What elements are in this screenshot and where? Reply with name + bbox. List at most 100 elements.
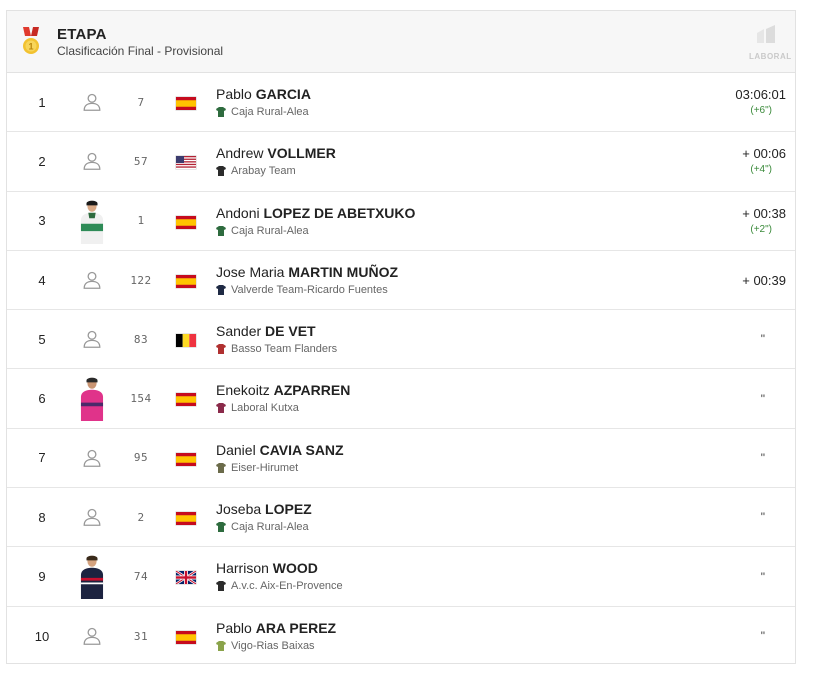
result-row-6[interactable]: 6 154 Enekoitz AZPARREN Laboral Kutxa " xyxy=(7,369,795,429)
team-jersey-icon xyxy=(216,581,226,592)
classification-subtitle: Clasificación Final - Provisional xyxy=(57,44,224,58)
team-jersey-icon xyxy=(216,640,226,651)
time-gap: + 00:06 xyxy=(742,146,786,162)
rider-first-name: Pablo xyxy=(216,619,252,636)
team-label: Vigo-Rias Baixas xyxy=(231,639,315,652)
team-jersey-icon xyxy=(216,403,226,414)
team-name[interactable]: Valverde Team-Ricardo Fuentes xyxy=(216,284,388,296)
result-row-8[interactable]: 8 2 Joseba LOPEZ Caja Rural-Alea " xyxy=(7,488,795,548)
rider-photo xyxy=(77,373,107,423)
result-row-4[interactable]: 4 122 Jose Maria MARTIN MUÑOZ Valverde T… xyxy=(7,251,795,311)
rider-first-name: Enekoitz xyxy=(216,382,270,399)
team-label: Eiser-Hirumet xyxy=(231,461,299,474)
user-placeholder-icon xyxy=(77,492,107,542)
team-name[interactable]: A.v.c. Aix-En-Provence xyxy=(216,580,343,592)
team-label: Caja Rural-Alea xyxy=(231,521,309,534)
rider-name[interactable]: Pablo GARCIA xyxy=(216,86,311,102)
result-row-7[interactable]: 7 95 Daniel CAVIA SANZ Eiser-Hirumet " xyxy=(7,429,795,489)
finish-time: " xyxy=(761,310,765,368)
flag-es-icon xyxy=(176,452,196,466)
team-name[interactable]: Caja Rural-Alea xyxy=(216,225,309,237)
rider-name[interactable]: Enekoitz AZPARREN xyxy=(216,382,350,398)
flag-es-icon xyxy=(176,393,196,407)
rank-position: 2 xyxy=(38,153,46,169)
bib-number: 154 xyxy=(130,392,152,406)
time-bonus: (+4") xyxy=(750,164,772,176)
rider-photo xyxy=(77,551,107,601)
rank-position: 8 xyxy=(38,509,46,525)
bib-number: 95 xyxy=(133,451,149,465)
bib-number: 57 xyxy=(133,154,149,168)
rider-first-name: Andoni xyxy=(216,204,260,221)
time-gap: 03:06:01 xyxy=(735,87,786,102)
rider-last-name: ARA PEREZ xyxy=(255,619,337,636)
result-row-9[interactable]: 9 74 Harrison WOOD A.v.c. Aix-En-Provenc… xyxy=(7,547,795,607)
finish-time: " xyxy=(761,488,765,546)
rider-name[interactable]: Sander DE VET xyxy=(216,323,316,339)
rider-first-name: Sander xyxy=(216,323,262,340)
rider-last-name: LOPEZ DE ABETXUKO xyxy=(263,204,416,221)
rank-position: 6 xyxy=(38,391,46,407)
sponsor-logo-icon xyxy=(757,25,775,43)
team-label: Arabay Team xyxy=(231,165,296,178)
team-label: Basso Team Flanders xyxy=(231,343,338,356)
rider-first-name: Joseba xyxy=(216,501,262,518)
finish-time: " xyxy=(761,607,765,666)
team-name[interactable]: Vigo-Rias Baixas xyxy=(216,640,315,652)
result-row-10[interactable]: 10 31 Pablo ARA PEREZ Vigo-Rias Baixas " xyxy=(7,607,795,666)
rider-last-name: WOOD xyxy=(272,560,318,577)
team-name[interactable]: Arabay Team xyxy=(216,165,296,177)
bib-number: 74 xyxy=(133,570,149,584)
user-placeholder-icon xyxy=(77,136,107,186)
flag-be-icon xyxy=(176,334,196,348)
user-placeholder-icon xyxy=(77,77,107,127)
flag-es-icon xyxy=(176,97,196,110)
user-placeholder-icon xyxy=(77,433,107,483)
bib-number: 7 xyxy=(137,95,145,109)
stage-header: 1 ETAPA Clasificación Final - Provisiona… xyxy=(7,11,795,73)
flag-us-icon xyxy=(176,156,196,170)
bib-number: 122 xyxy=(130,273,152,287)
team-label: Caja Rural-Alea xyxy=(231,224,309,237)
user-placeholder-icon xyxy=(77,611,107,661)
team-name[interactable]: Caja Rural-Alea xyxy=(216,106,309,118)
rider-name[interactable]: Andrew VOLLMER xyxy=(216,145,336,161)
flag-es-icon xyxy=(176,512,196,526)
rank-position: 3 xyxy=(38,213,46,229)
rank-position: 9 xyxy=(38,569,46,585)
result-row-3[interactable]: 3 1 Andoni LOPEZ DE ABETXUKO Caja Rural-… xyxy=(7,192,795,251)
team-jersey-icon xyxy=(216,166,226,177)
team-jersey-icon xyxy=(216,344,226,355)
team-name[interactable]: Basso Team Flanders xyxy=(216,343,337,355)
time-gap: + 00:38 xyxy=(742,205,786,221)
time-gap: " xyxy=(760,450,765,465)
flag-es-icon xyxy=(176,630,196,644)
rider-name[interactable]: Harrison WOOD xyxy=(216,560,318,576)
bib-number: 83 xyxy=(133,332,149,346)
bib-number: 31 xyxy=(133,629,149,643)
rider-first-name: Daniel xyxy=(216,441,256,458)
rider-first-name: Harrison xyxy=(216,560,269,577)
result-row-5[interactable]: 5 83 Sander DE VET Basso Team Flanders " xyxy=(7,310,795,370)
rider-name[interactable]: Jose Maria MARTIN MUÑOZ xyxy=(216,264,398,280)
team-label: Laboral Kutxa xyxy=(231,402,299,415)
result-row-2[interactable]: 2 57 Andrew VOLLMER Arabay Team + 00:06 … xyxy=(7,132,795,192)
team-name[interactable]: Caja Rural-Alea xyxy=(216,521,309,533)
time-gap: " xyxy=(760,332,765,347)
rider-name[interactable]: Pablo ARA PEREZ xyxy=(216,620,336,636)
rider-name[interactable]: Daniel CAVIA SANZ xyxy=(216,442,344,458)
team-label: Caja Rural-Alea xyxy=(231,106,309,118)
rider-name[interactable]: Joseba LOPEZ xyxy=(216,501,312,517)
team-name[interactable]: Eiser-Hirumet xyxy=(216,462,298,474)
team-name[interactable]: Laboral Kutxa xyxy=(216,402,299,414)
rider-name[interactable]: Andoni LOPEZ DE ABETXUKO xyxy=(216,205,415,221)
results-list: 1 7 Pablo GARCIA Caja Rural-Alea 03:06:0… xyxy=(7,73,795,666)
rider-photo xyxy=(77,196,107,246)
time-gap: " xyxy=(760,569,765,584)
rider-last-name: GARCIA xyxy=(255,86,311,102)
team-jersey-icon xyxy=(216,284,226,295)
result-row-1[interactable]: 1 7 Pablo GARCIA Caja Rural-Alea 03:06:0… xyxy=(7,73,795,133)
time-gap: " xyxy=(760,629,765,644)
rank-position: 5 xyxy=(38,331,46,347)
rider-last-name: DE VET xyxy=(265,323,316,340)
